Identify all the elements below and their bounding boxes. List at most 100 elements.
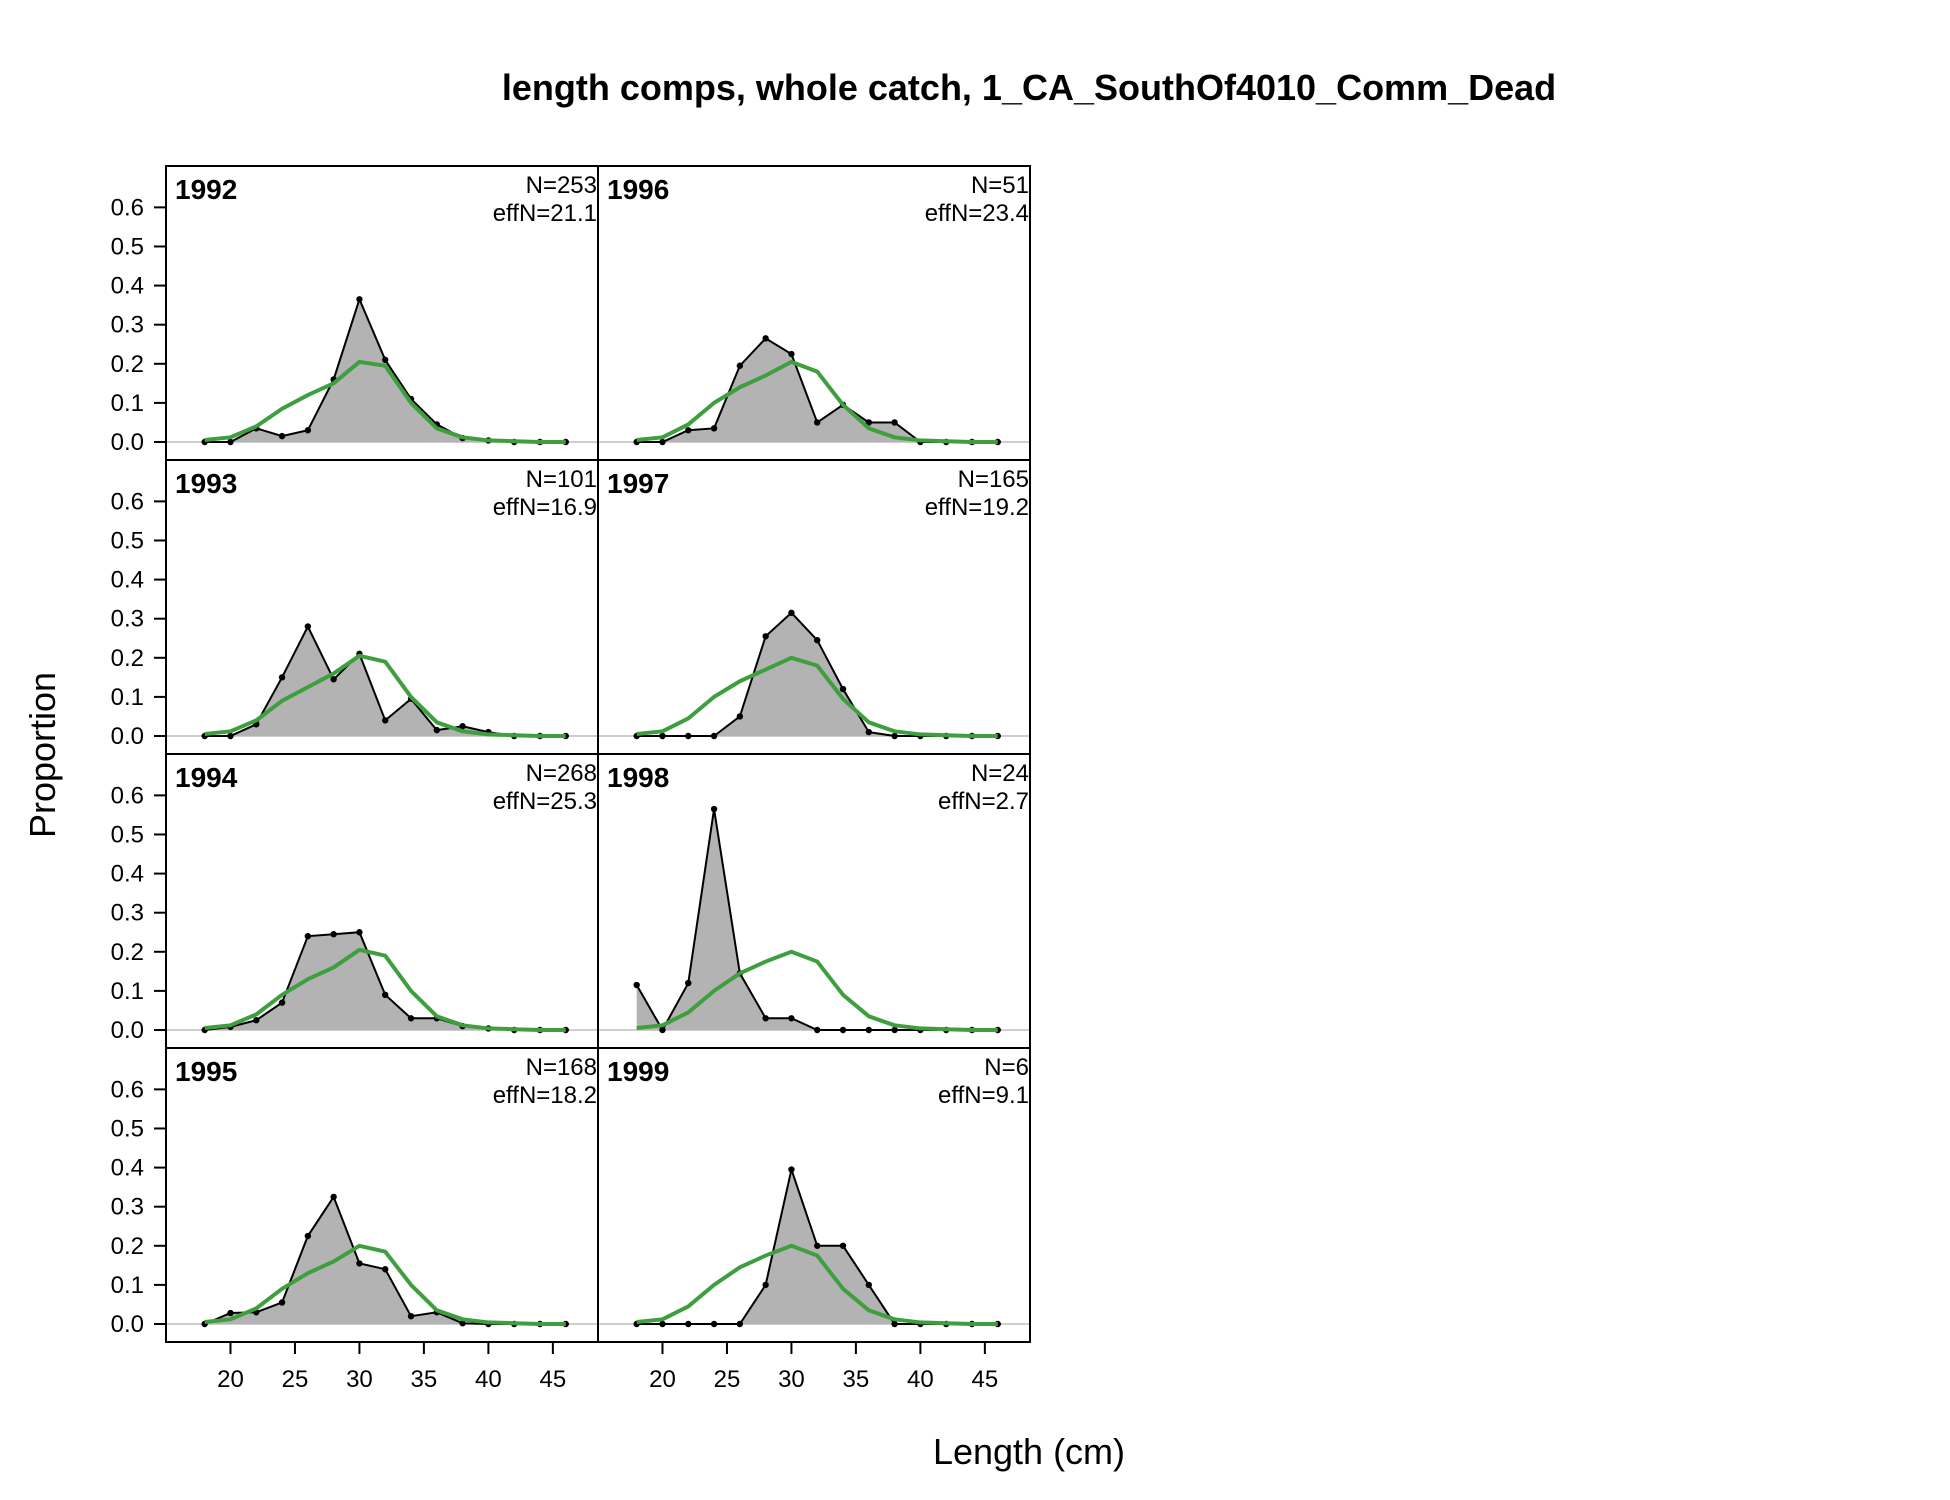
- observed-point: [788, 609, 795, 617]
- observed-point: [304, 623, 312, 630]
- observed-point: [330, 676, 337, 683]
- panel-n-label: N=6: [984, 1054, 1029, 1081]
- observed-point: [865, 728, 873, 736]
- x-tick-label: 35: [843, 1366, 870, 1393]
- y-tick-label: 0.3: [111, 606, 144, 633]
- x-tick-label: 30: [778, 1366, 805, 1393]
- observed-point: [382, 356, 389, 364]
- observed-point: [356, 296, 363, 303]
- panel-year-label: 1995: [175, 1056, 237, 1087]
- panel-n-label: N=253: [526, 172, 597, 199]
- y-tick-label: 0.5: [111, 1115, 144, 1142]
- observed-point: [788, 1166, 795, 1173]
- expected-line: [204, 1243, 566, 1326]
- observed-point: [382, 717, 389, 724]
- observed-point: [788, 1015, 795, 1022]
- y-tick-label: 0.3: [111, 312, 144, 339]
- panel-year-label: 1996: [607, 174, 669, 205]
- observed-point: [865, 419, 873, 426]
- observed-point: [330, 1193, 337, 1201]
- y-tick-label: 0.3: [111, 1194, 144, 1221]
- observed-point: [891, 732, 898, 740]
- observed-point: [710, 805, 718, 813]
- x-tick-label: 25: [282, 1366, 309, 1393]
- y-tick-label: 0.0: [111, 1017, 144, 1044]
- observed-point: [659, 1026, 666, 1034]
- y-tick-label: 0.6: [111, 782, 144, 809]
- observed-point: [710, 1320, 718, 1328]
- observed-point: [633, 981, 640, 989]
- y-tick-label: 0.1: [111, 978, 144, 1005]
- x-tick-label: 40: [907, 1366, 934, 1393]
- observed-point: [685, 1320, 692, 1328]
- observed-point: [253, 1017, 260, 1024]
- panel-n-label: N=24: [971, 760, 1029, 787]
- observed-point: [356, 929, 363, 936]
- observed-point: [865, 1026, 873, 1034]
- observed-point: [788, 350, 795, 358]
- observed-point: [891, 419, 898, 426]
- observed-point: [762, 1281, 769, 1289]
- panel-n-label: N=268: [526, 760, 597, 787]
- observed-point: [227, 438, 234, 446]
- panel-effn-label: effN=19.2: [925, 494, 1029, 521]
- panel-year-label: 1993: [175, 468, 237, 499]
- y-tick-label: 0.2: [111, 645, 144, 672]
- y-tick-label: 0.6: [111, 488, 144, 515]
- expected-line: [636, 1243, 998, 1326]
- panel-year-label: 1994: [175, 762, 238, 793]
- y-tick-label: 0.5: [111, 233, 144, 260]
- expected-line: [636, 359, 998, 444]
- observed-point: [330, 930, 337, 938]
- panel-year-label: 1999: [607, 1056, 669, 1087]
- panel-n-label: N=165: [958, 466, 1029, 493]
- panel-effn-label: effN=23.4: [925, 200, 1029, 227]
- observed-point: [278, 1299, 286, 1306]
- y-tick-label: 0.4: [111, 861, 144, 888]
- x-tick-label: 25: [714, 1366, 741, 1393]
- panel-effn-label: effN=9.1: [938, 1082, 1029, 1109]
- y-tick-label: 0.1: [111, 390, 144, 417]
- y-tick-label: 0.2: [111, 1233, 144, 1260]
- y-tick-label: 0.5: [111, 821, 144, 848]
- y-tick-label: 0.0: [111, 723, 144, 750]
- y-tick-label: 0.1: [111, 684, 144, 711]
- observed-area: [636, 338, 998, 442]
- observed-point: [814, 419, 821, 426]
- expected-line: [636, 655, 998, 738]
- observed-point: [736, 362, 744, 369]
- expected-line: [204, 653, 566, 738]
- x-tick-label: 40: [475, 1366, 502, 1393]
- observed-point: [227, 1309, 234, 1317]
- observed-point: [459, 1320, 466, 1327]
- x-tick-label: 35: [411, 1366, 438, 1393]
- panel-n-label: N=101: [526, 466, 597, 493]
- observed-point: [433, 726, 441, 734]
- observed-point: [356, 1260, 363, 1267]
- x-tick-label: 20: [217, 1366, 244, 1393]
- x-tick-label: 20: [649, 1366, 676, 1393]
- observed-point: [304, 427, 312, 434]
- observed-point: [814, 1026, 821, 1034]
- observed-point: [710, 425, 718, 432]
- observed-point: [459, 723, 466, 730]
- observed-area: [204, 932, 566, 1030]
- y-tick-label: 0.4: [111, 1155, 144, 1182]
- panel-year-label: 1997: [607, 468, 669, 499]
- observed-point: [278, 999, 286, 1006]
- observed-point: [685, 979, 692, 987]
- y-tick-label: 0.6: [111, 194, 144, 221]
- observed-point: [382, 1266, 389, 1273]
- y-tick-label: 0.2: [111, 939, 144, 966]
- observed-area: [636, 612, 998, 736]
- y-tick-label: 0.6: [111, 1076, 144, 1103]
- observed-point: [762, 633, 769, 640]
- observed-point: [891, 1320, 898, 1328]
